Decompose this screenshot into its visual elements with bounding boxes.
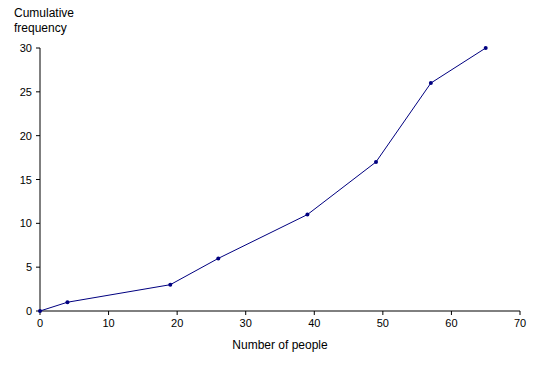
y-tick-label: 25 <box>20 86 32 98</box>
chart-container: 0 10 20 30 40 50 60 70 0 5 10 15 20 25 30 Number of peo… <box>0 0 534 366</box>
y-tick-label: 10 <box>20 217 32 229</box>
data-point <box>429 81 433 85</box>
y-tick-label: 30 <box>20 42 32 54</box>
y-tick-label: 5 <box>26 261 32 273</box>
y-tick <box>36 223 40 224</box>
y-tick-label: 15 <box>20 174 32 186</box>
x-tick-label: 30 <box>240 317 252 329</box>
x-axis <box>40 311 520 312</box>
y-tick <box>36 135 40 136</box>
data-point <box>65 300 69 304</box>
x-tick <box>314 311 315 315</box>
y-tick-label: 0 <box>26 305 32 317</box>
data-point <box>374 160 378 164</box>
y-tick-label: 20 <box>20 130 32 142</box>
x-tick <box>451 311 452 315</box>
data-line <box>40 48 486 311</box>
x-tick <box>520 311 521 315</box>
data-point <box>216 256 220 260</box>
data-point <box>305 213 309 217</box>
chart-svg: 0 10 20 30 40 50 60 70 0 5 10 15 20 25 30 Number of peo… <box>0 0 534 366</box>
x-axis-label: Number of people <box>232 338 328 352</box>
data-point <box>38 309 42 313</box>
x-tick-label: 60 <box>445 317 457 329</box>
y-tick <box>36 179 40 180</box>
data-point <box>484 46 488 50</box>
x-tick-label: 50 <box>377 317 389 329</box>
x-tick <box>382 311 383 315</box>
x-tick-label: 0 <box>37 317 43 329</box>
y-axis-label: Cumulativefrequency <box>14 6 74 35</box>
x-tick-label: 10 <box>102 317 114 329</box>
data-point <box>168 283 172 287</box>
x-tick <box>177 311 178 315</box>
x-tick-label: 70 <box>514 317 526 329</box>
x-tick <box>108 311 109 315</box>
x-tick-label: 40 <box>308 317 320 329</box>
y-tick <box>36 91 40 92</box>
x-tick <box>245 311 246 315</box>
plot-area <box>38 46 488 313</box>
x-tick-label: 20 <box>171 317 183 329</box>
y-tick <box>36 267 40 268</box>
y-tick <box>36 48 40 49</box>
